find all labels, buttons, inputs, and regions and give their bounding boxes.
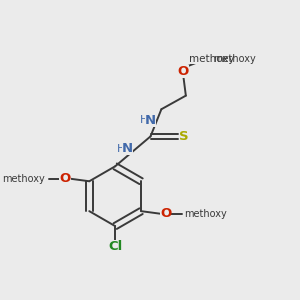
Text: H: H: [140, 115, 148, 125]
Text: N: N: [145, 114, 156, 127]
Text: O: O: [59, 172, 70, 185]
Text: Cl: Cl: [108, 240, 122, 253]
Text: O: O: [178, 65, 189, 78]
Text: methoxy: methoxy: [184, 209, 227, 219]
Text: N: N: [122, 142, 133, 155]
Text: S: S: [179, 130, 188, 143]
Text: methoxy: methoxy: [189, 54, 234, 64]
Text: O: O: [160, 207, 171, 220]
Text: methoxy: methoxy: [2, 173, 44, 184]
Text: H: H: [116, 144, 125, 154]
Text: methoxy: methoxy: [213, 54, 256, 64]
